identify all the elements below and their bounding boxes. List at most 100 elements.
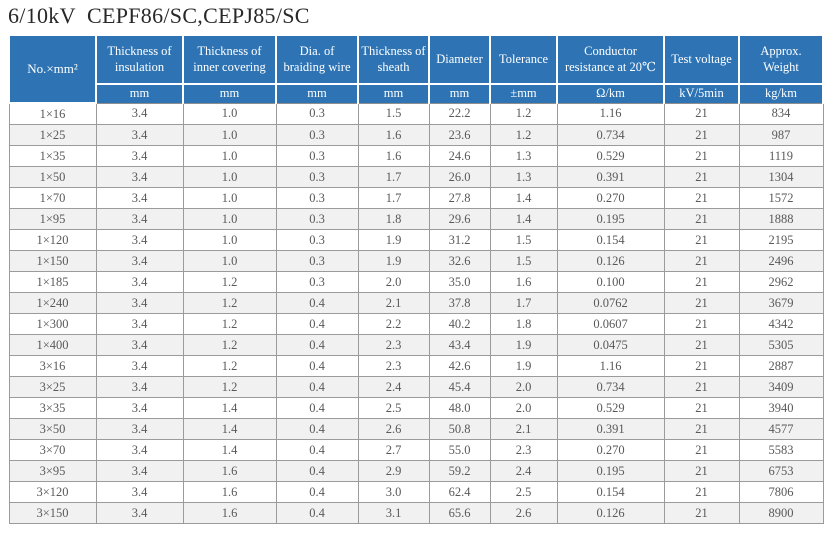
value-cell: 43.4 [428, 334, 491, 357]
value-cell: 0.3 [275, 145, 359, 168]
row-size-cell: 1×185 [8, 271, 97, 294]
value-cell: 3.4 [95, 271, 184, 294]
table-row: 1×240 3.4 1.2 0.4 2.1 37.8 1.7 0.0762 21 3679 [8, 292, 824, 315]
header-row-units: mm mm mm mm mm ±mm Ω/km kV/5min kg/km [9, 82, 824, 104]
value-cell: 4577 [738, 418, 824, 441]
value-cell: 2.0 [357, 271, 430, 294]
value-cell: 21 [663, 166, 740, 189]
value-cell: 21 [663, 418, 740, 441]
value-cell: 0.195 [556, 460, 665, 483]
value-cell: 3940 [738, 397, 824, 420]
value-cell: 2496 [738, 250, 824, 273]
value-cell: 21 [663, 102, 740, 126]
value-cell: 1.9 [489, 334, 558, 357]
value-cell: 3.4 [95, 313, 184, 336]
value-cell: 37.8 [428, 292, 491, 315]
row-size-cell: 3×95 [8, 460, 97, 483]
value-cell: 2.9 [357, 460, 430, 483]
value-cell: 2195 [738, 229, 824, 252]
value-cell: 27.8 [428, 187, 491, 210]
value-cell: 31.2 [428, 229, 491, 252]
value-cell: 0.4 [275, 502, 359, 525]
value-cell: 1.5 [489, 229, 558, 252]
table-row: 1×95 3.4 1.0 0.3 1.8 29.6 1.4 0.195 21 1888 [8, 208, 824, 231]
value-cell: 1.3 [489, 145, 558, 168]
value-cell: 2962 [738, 271, 824, 294]
value-cell: 22.2 [428, 102, 491, 126]
value-cell: 1.0 [182, 208, 277, 231]
value-cell: 0.3 [275, 187, 359, 210]
row-size-cell: 1×50 [8, 166, 97, 189]
page-title: 6/10kV CEPF86/SC,CEPJ85/SC [8, 3, 310, 28]
value-cell: 1.0 [182, 166, 277, 189]
value-cell: 0.4 [275, 334, 359, 357]
value-cell: 55.0 [428, 439, 491, 462]
table-row: 3×70 3.4 1.4 0.4 2.7 55.0 2.3 0.270 21 5583 [8, 439, 824, 462]
value-cell: 0.126 [556, 250, 665, 273]
header-row-labels: No.×mm² Thickness of insulation Thickness … [8, 33, 824, 105]
value-cell: 0.4 [275, 292, 359, 315]
value-cell: 1.4 [182, 397, 277, 420]
value-cell: 29.6 [428, 208, 491, 231]
value-cell: 1304 [738, 166, 824, 189]
row-size-cell: 3×150 [8, 502, 97, 525]
row-size-cell: 1×300 [8, 313, 97, 336]
value-cell: 21 [663, 271, 740, 294]
value-cell: 1.7 [357, 187, 430, 210]
value-cell: 834 [738, 102, 824, 126]
value-cell: 0.3 [275, 124, 359, 147]
table-row: 1×150 3.4 1.0 0.3 1.9 32.6 1.5 0.126 21 2496 [8, 250, 824, 273]
row-size-cell: 3×70 [8, 439, 97, 462]
table-row: 3×120 3.4 1.6 0.4 3.0 62.4 2.5 0.154 21 7806 [8, 481, 824, 504]
value-cell: 1.0 [182, 124, 277, 147]
value-cell: 1.2 [182, 292, 277, 315]
value-cell: 45.4 [428, 376, 491, 399]
value-cell: 3.4 [95, 250, 184, 273]
value-cell: 3.4 [95, 187, 184, 210]
value-cell: 5583 [738, 439, 824, 462]
value-cell: 0.270 [556, 439, 665, 462]
value-cell: 1.0 [182, 145, 277, 168]
value-cell: 2.2 [357, 313, 430, 336]
value-cell: 0.154 [556, 481, 665, 504]
value-cell: 21 [663, 502, 740, 525]
unit-cell-6: Ω/km [556, 82, 665, 104]
table-row: 1×25 3.4 1.0 0.3 1.6 23.6 1.2 0.734 21 987 [8, 124, 824, 147]
value-cell: 2.1 [489, 418, 558, 441]
row-size-cell: 1×150 [8, 250, 97, 273]
header-cell-1: Thickness of inner covering [182, 34, 277, 85]
value-cell: 0.4 [275, 418, 359, 441]
table-row: 3×16 3.4 1.2 0.4 2.3 42.6 1.9 1.16 21 2887 [8, 355, 824, 378]
row-size-cell: 3×16 [8, 355, 97, 378]
value-cell: 3.4 [95, 124, 184, 147]
value-cell: 21 [663, 124, 740, 147]
value-cell: 3.1 [357, 502, 430, 525]
table-row: 1×400 3.4 1.2 0.4 2.3 43.4 1.9 0.0475 21 5305 [8, 334, 824, 357]
value-cell: 1.0 [182, 229, 277, 252]
value-cell: 21 [663, 145, 740, 168]
value-cell: 1.6 [489, 271, 558, 294]
value-cell: 0.734 [556, 376, 665, 399]
value-cell: 48.0 [428, 397, 491, 420]
value-cell: 3.0 [357, 481, 430, 504]
value-cell: 21 [663, 229, 740, 252]
value-cell: 21 [663, 460, 740, 483]
value-cell: 1572 [738, 187, 824, 210]
value-cell: 1888 [738, 208, 824, 231]
value-cell: 3.4 [95, 439, 184, 462]
value-cell: 0.3 [275, 208, 359, 231]
row-size-cell: 3×50 [8, 418, 97, 441]
value-cell: 1.6 [182, 502, 277, 525]
value-cell: 3.4 [95, 502, 184, 525]
value-cell: 26.0 [428, 166, 491, 189]
value-cell: 1.0 [182, 102, 277, 126]
header-cell-5: Tolerance [489, 34, 558, 85]
value-cell: 3.4 [95, 355, 184, 378]
value-cell: 21 [663, 397, 740, 420]
table-row: 1×185 3.4 1.2 0.3 2.0 35.0 1.6 0.100 21 2962 [8, 271, 824, 294]
value-cell: 3.4 [95, 292, 184, 315]
value-cell: 2.3 [357, 355, 430, 378]
value-cell: 2.4 [357, 376, 430, 399]
value-cell: 0.154 [556, 229, 665, 252]
value-cell: 1.6 [182, 460, 277, 483]
